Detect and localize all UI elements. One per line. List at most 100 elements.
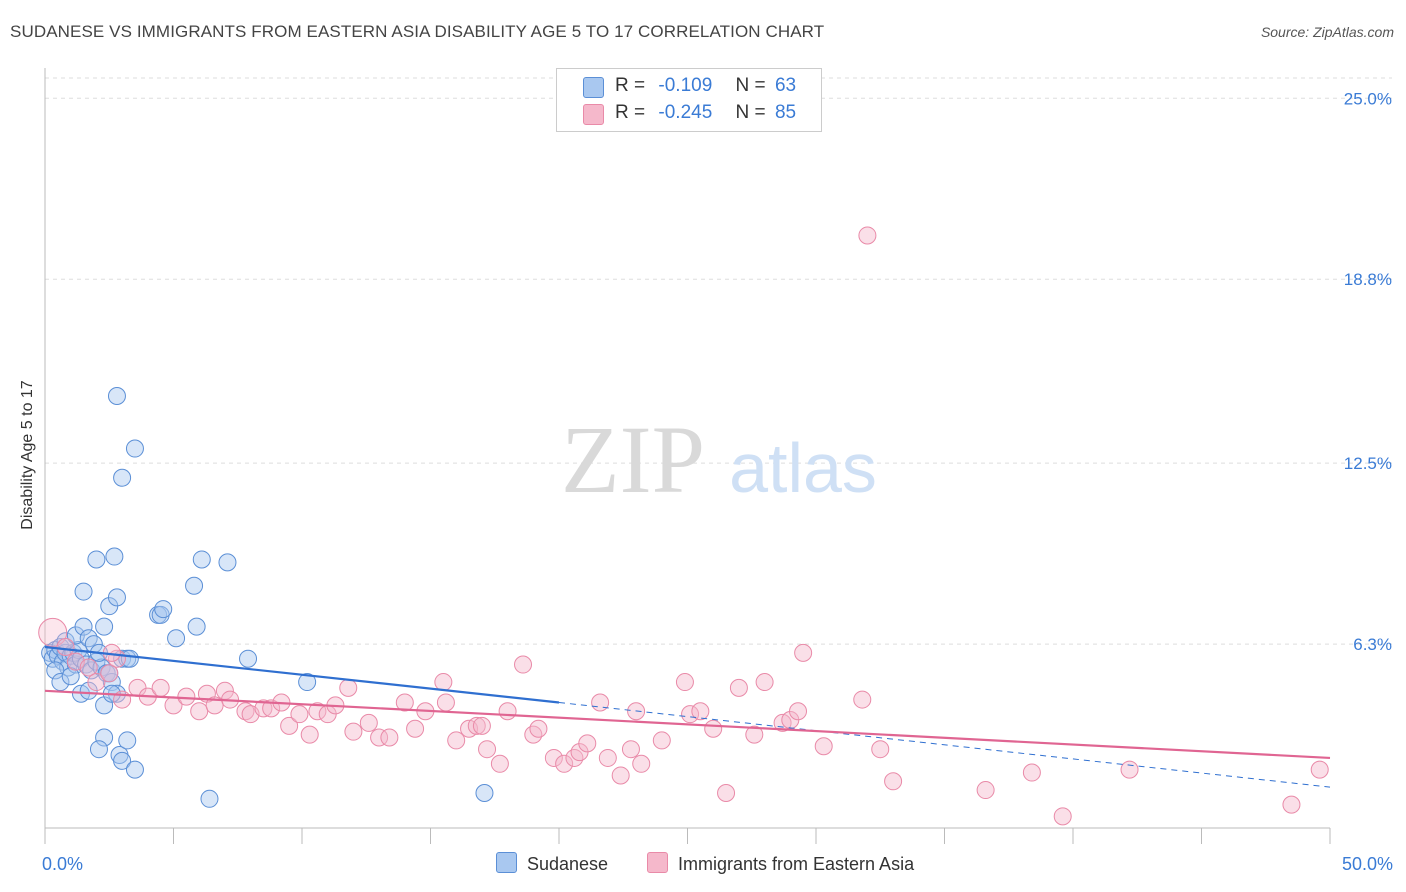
point-sudanese bbox=[200, 789, 219, 808]
point-eastern-asia bbox=[370, 728, 389, 747]
point-eastern-asia bbox=[529, 719, 548, 738]
point-sudanese bbox=[87, 550, 106, 569]
x-tick-label-max: 50.0% bbox=[1342, 854, 1393, 874]
point-eastern-asia bbox=[814, 737, 833, 756]
point-eastern-asia bbox=[789, 702, 808, 721]
point-eastern-asia bbox=[447, 731, 466, 750]
series-legend-eastern-asia: Immigrants from Eastern Asia bbox=[647, 852, 914, 875]
trend-line-sudanese bbox=[44, 645, 560, 704]
point-eastern-asia bbox=[236, 702, 255, 721]
point-eastern-asia bbox=[675, 673, 694, 692]
point-eastern-asia bbox=[280, 716, 299, 735]
legend-n-label: N = bbox=[735, 75, 766, 96]
point-sudanese bbox=[61, 667, 80, 686]
point-sudanese bbox=[82, 661, 101, 680]
trend-lines bbox=[44, 645, 1331, 788]
point-eastern-asia bbox=[1310, 760, 1329, 779]
correlation-legend: R = -0.109 N = 63 R = -0.245 N = 85 bbox=[556, 68, 822, 132]
point-eastern-asia bbox=[858, 226, 877, 245]
point-eastern-asia bbox=[254, 699, 273, 718]
point-sudanese bbox=[113, 468, 132, 487]
point-eastern-asia bbox=[729, 678, 748, 697]
chart-title: SUDANESE VS IMMIGRANTS FROM EASTERN ASIA… bbox=[10, 22, 825, 41]
point-sudanese bbox=[95, 728, 114, 747]
legend-series-name: Sudanese bbox=[527, 854, 609, 874]
point-eastern-asia bbox=[555, 754, 574, 773]
point-sudanese bbox=[95, 617, 114, 636]
point-eastern-asia bbox=[1120, 760, 1139, 779]
legend-r-value: -0.109 bbox=[658, 75, 713, 96]
point-eastern-asia bbox=[1282, 795, 1301, 814]
legend-r-value: -0.245 bbox=[658, 102, 713, 123]
point-sudanese bbox=[125, 439, 144, 458]
point-eastern-asia bbox=[436, 693, 455, 712]
point-eastern-asia bbox=[717, 783, 736, 802]
point-sudanese bbox=[187, 617, 206, 636]
point-sudanese bbox=[107, 588, 126, 607]
point-eastern-asia bbox=[290, 705, 309, 724]
point-eastern-asia bbox=[578, 734, 597, 753]
point-eastern-asia bbox=[467, 716, 486, 735]
point-eastern-asia bbox=[652, 731, 671, 750]
watermark-atlas: atlas bbox=[729, 429, 877, 507]
y-tick-label: 6.3% bbox=[1353, 635, 1392, 654]
y-tick-label: 25.0% bbox=[1344, 89, 1392, 108]
y-tick-labels: 6.3% 12.5% 18.8% 25.0% bbox=[1344, 89, 1392, 654]
point-sudanese bbox=[107, 387, 126, 405]
legend-swatch-blue bbox=[583, 77, 604, 98]
legend-n-value: 63 bbox=[774, 75, 797, 96]
legend-r-label: R = bbox=[615, 102, 646, 123]
point-sudanese bbox=[74, 582, 93, 601]
point-eastern-asia bbox=[177, 687, 196, 706]
point-eastern-asia bbox=[1022, 763, 1041, 782]
point-eastern-asia bbox=[853, 690, 872, 709]
point-sudanese bbox=[125, 760, 144, 779]
legend-swatch-pink bbox=[647, 852, 668, 873]
point-eastern-asia bbox=[565, 748, 584, 767]
point-sudanese bbox=[167, 629, 186, 648]
legend-swatch-pink bbox=[583, 104, 604, 125]
point-eastern-asia bbox=[262, 699, 281, 718]
trend-line-eastern-asia bbox=[44, 689, 1331, 760]
point-sudanese bbox=[475, 783, 494, 802]
point-eastern-asia bbox=[514, 655, 533, 674]
point-eastern-asia bbox=[621, 740, 640, 759]
watermark-zip: ZIP bbox=[561, 406, 705, 513]
point-eastern-asia bbox=[611, 766, 630, 785]
point-eastern-asia bbox=[190, 702, 209, 721]
point-eastern-asia bbox=[406, 719, 425, 738]
point-sudanese bbox=[154, 600, 173, 619]
point-eastern-asia bbox=[1053, 807, 1072, 826]
point-eastern-asia bbox=[544, 748, 563, 767]
point-eastern-asia bbox=[691, 702, 710, 721]
point-eastern-asia bbox=[884, 772, 903, 791]
point-eastern-asia bbox=[704, 719, 723, 738]
y-tick-label: 18.8% bbox=[1344, 270, 1392, 289]
trend-line-sudanese-extrapolated bbox=[558, 701, 1331, 788]
point-eastern-asia bbox=[681, 705, 700, 724]
point-eastern-asia bbox=[359, 713, 378, 732]
grid-lines bbox=[45, 77, 1392, 645]
legend-series-name: Immigrants from Eastern Asia bbox=[678, 854, 915, 874]
point-eastern-asia bbox=[100, 664, 119, 683]
point-sudanese bbox=[118, 731, 137, 750]
point-sudanese bbox=[239, 649, 258, 668]
point-eastern-asia bbox=[591, 693, 610, 712]
point-eastern-asia bbox=[498, 702, 517, 721]
point-sudanese bbox=[120, 649, 139, 668]
point-sudanese bbox=[192, 550, 211, 569]
point-sudanese bbox=[105, 547, 124, 566]
point-eastern-asia bbox=[38, 617, 68, 647]
point-eastern-asia bbox=[344, 722, 363, 741]
point-eastern-asia bbox=[632, 754, 651, 773]
point-eastern-asia bbox=[490, 754, 509, 773]
point-eastern-asia bbox=[151, 678, 170, 697]
point-sudanese bbox=[79, 629, 98, 648]
point-eastern-asia bbox=[380, 728, 399, 747]
point-eastern-asia bbox=[745, 725, 764, 744]
point-eastern-asia bbox=[434, 673, 453, 692]
point-eastern-asia bbox=[794, 643, 813, 662]
point-sudanese bbox=[89, 740, 108, 759]
point-eastern-asia bbox=[395, 693, 414, 712]
